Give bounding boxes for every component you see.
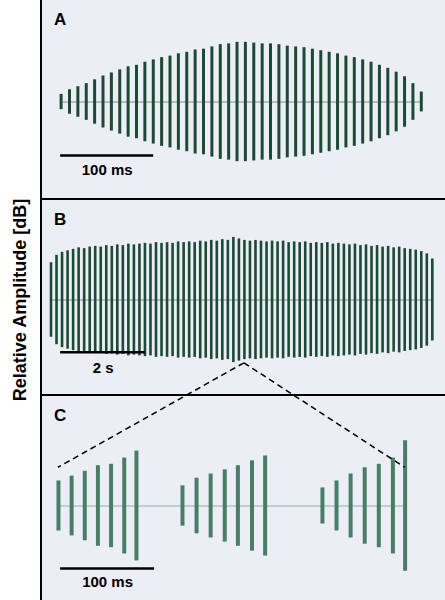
svg-text:100 ms: 100 ms [82,573,133,590]
html-text:B: B [54,210,67,229]
html-text:A: A [54,10,67,29]
html-text:Relative Amplitude [dB]: Relative Amplitude [dB] [9,198,30,402]
svg-text:2 s: 2 s [93,359,114,376]
svg-text:100 ms: 100 ms [82,161,133,178]
html-text:C: C [54,406,67,425]
